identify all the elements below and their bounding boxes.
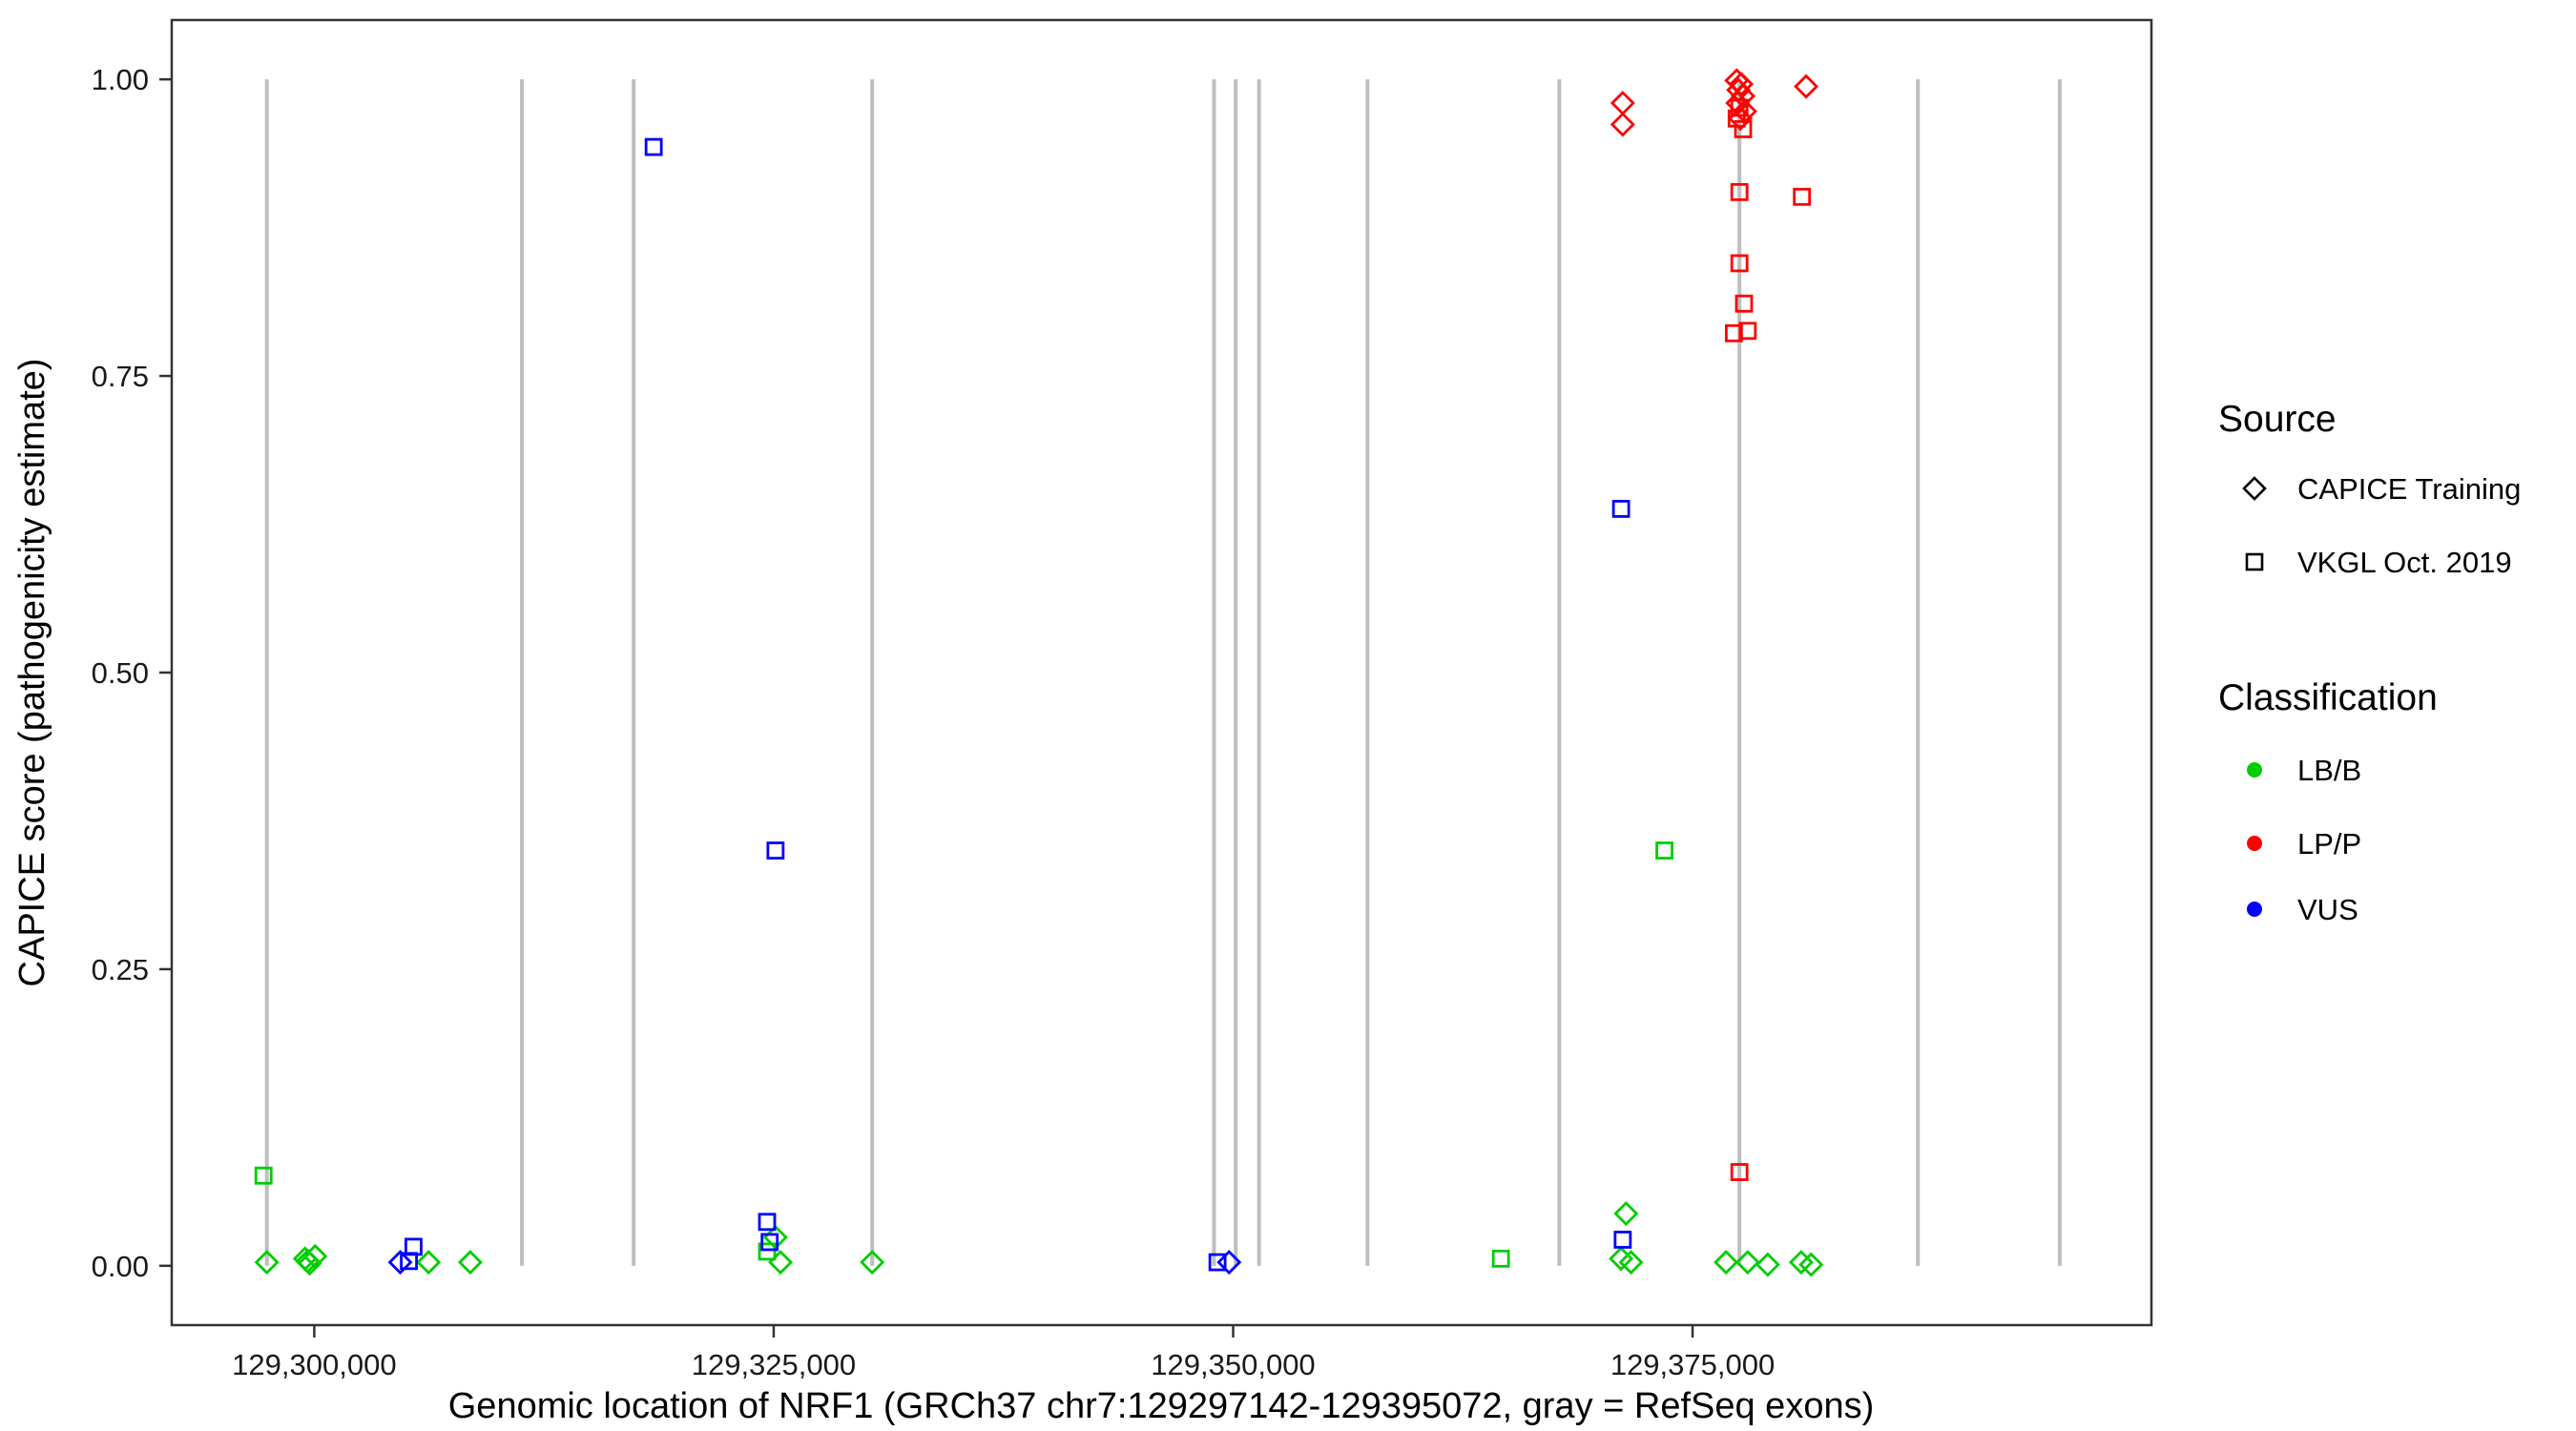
x-axis-title: Genomic location of NRF1 (GRCh37 chr7:12… [448,1386,1875,1426]
data-point-diamond [1798,1252,1824,1277]
data-point-diamond [1610,91,1635,116]
y-tick-label: 0.50 [92,656,149,690]
data-point-diamond [768,1250,794,1275]
data-point-square [1793,187,1812,206]
data-point-diamond [1735,1250,1760,1275]
data-point-diamond [457,1250,483,1275]
refseq-exon-lines-layer [264,79,2062,1266]
x-axis-ticks: 129,300,000 129,325,000 129,350,000 129,375… [232,1325,1775,1381]
legend: Source CAPICE Training VKGL Oct. 2019 Cl… [2218,399,2521,926]
legend-item-lbb: LB/B [2297,754,2361,787]
y-axis-ticks: 0.00 0.25 0.50 0.75 1.00 [92,63,172,1283]
x-tick-label: 129,300,000 [232,1348,396,1381]
lbb-dot-icon [2247,762,2262,778]
data-point-diamond [302,1243,328,1269]
data-point-square [254,1166,273,1185]
data-point-square [1611,499,1631,518]
data-point-square [758,1242,777,1261]
data-point-square [758,1213,777,1232]
data-point-diamond [860,1250,885,1275]
lpp-dot-icon [2247,836,2262,851]
data-point-diamond [1755,1252,1780,1277]
legend-item-lpp: LP/P [2297,827,2361,861]
x-tick-label: 129,325,000 [692,1348,856,1381]
y-axis-title: CAPICE score (pathogenicity estimate) [12,359,52,987]
x-tick-label: 129,375,000 [1610,1348,1775,1381]
x-tick-label: 129,350,000 [1151,1348,1315,1381]
data-point-square [1738,321,1757,341]
data-points-layer [254,68,1824,1277]
data-point-square [1730,182,1749,201]
data-point-square [1730,98,1749,117]
y-tick-label: 0.25 [92,953,149,986]
data-point-diamond [1609,1246,1634,1272]
vus-dot-icon [2247,902,2262,917]
data-point-diamond [295,1248,321,1274]
data-point-diamond [1610,112,1635,137]
data-point-diamond [1794,73,1819,99]
data-point-square [1734,120,1753,138]
legend-classification-title: Classification [2218,677,2438,718]
y-tick-label: 0.00 [92,1250,149,1283]
data-point-square [1730,254,1749,273]
legend-item-capice-training: CAPICE Training [2297,472,2521,506]
vkgl-square-icon [2245,552,2264,571]
capice-training-diamond-icon [2242,476,2267,501]
data-point-square [1655,841,1673,860]
data-point-diamond [1618,1250,1644,1275]
legend-source-title: Source [2218,399,2337,440]
data-point-diamond [387,1250,413,1275]
legend-item-vkgl: VKGL Oct. 2019 [2297,546,2512,579]
data-point-diamond [254,1250,280,1275]
data-point-square [1613,1231,1632,1249]
data-point-square [766,841,785,860]
data-point-square [644,137,663,156]
data-point-diamond [1216,1250,1242,1275]
legend-item-vus: VUS [2297,893,2358,926]
data-point-diamond [416,1250,442,1275]
y-tick-label: 0.75 [92,360,149,393]
data-point-square [1491,1249,1510,1268]
data-point-diamond [1714,1250,1739,1275]
data-point-square [1208,1253,1227,1272]
data-point-square [760,1233,779,1252]
data-point-square [1724,323,1743,342]
plot-panel-border [170,18,2153,1327]
y-tick-label: 1.00 [92,63,149,96]
data-point-square [1735,294,1754,313]
data-point-diamond [1613,1201,1639,1227]
data-point-square [1730,1163,1749,1181]
data-point-square [400,1252,418,1271]
